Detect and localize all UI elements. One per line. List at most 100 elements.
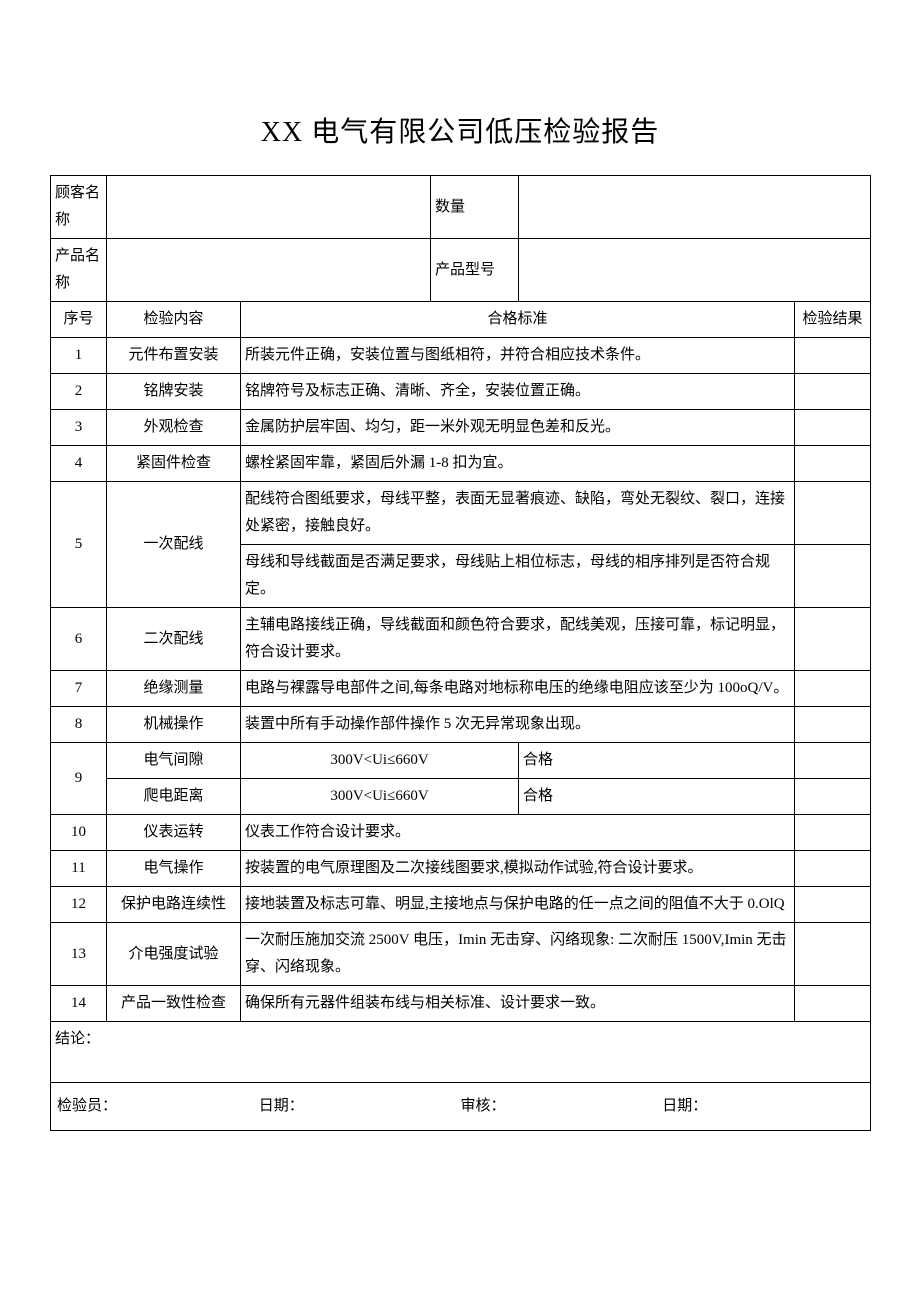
cell-item: 一次配线 <box>107 482 241 608</box>
cell-range: 300V<Ui≤660V <box>241 779 519 815</box>
header-row-product: 产品名称 产品型号 <box>51 239 871 302</box>
table-row: 5 一次配线 配线符合图纸要求，母线平整，表面无显著痕迹、缺陷，弯处无裂纹、裂口… <box>51 482 871 545</box>
cell-result[interactable] <box>795 986 871 1022</box>
cell-pass: 合格 <box>519 743 795 779</box>
cell-seq: 14 <box>51 986 107 1022</box>
table-row: 7 绝缘测量 电路与裸露导电部件之间,每条电路对地标称电压的绝缘电阻应该至少为 … <box>51 671 871 707</box>
cell-seq: 9 <box>51 743 107 815</box>
cell-seq: 12 <box>51 887 107 923</box>
cell-item: 机械操作 <box>107 707 241 743</box>
cell-item: 爬电距离 <box>107 779 241 815</box>
table-row: 4 紧固件检查 螺栓紧固牢靠，紧固后外漏 1-8 扣为宜。 <box>51 446 871 482</box>
cell-seq: 4 <box>51 446 107 482</box>
cell-result[interactable] <box>795 374 871 410</box>
cell-standard: 所装元件正确，安装位置与图纸相符，并符合相应技术条件。 <box>241 338 795 374</box>
cell-item: 铭牌安装 <box>107 374 241 410</box>
cell-standard: 一次耐压施加交流 2500V 电压，Imin 无击穿、闪络现象: 二次耐压 15… <box>241 923 795 986</box>
table-row: 14 产品一致性检查 确保所有元器件组装布线与相关标准、设计要求一致。 <box>51 986 871 1022</box>
table-row: 6 二次配线 主辅电路接线正确，导线截面和颜色符合要求，配线美观，压接可靠，标记… <box>51 608 871 671</box>
cell-item: 二次配线 <box>107 608 241 671</box>
table-row: 8 机械操作 装置中所有手动操作部件操作 5 次无异常现象出现。 <box>51 707 871 743</box>
cell-item: 紧固件检查 <box>107 446 241 482</box>
table-row: 3 外观检查 金属防护层牢固、均匀，距一米外观无明显色差和反光。 <box>51 410 871 446</box>
cell-standard: 接地装置及标志可靠、明显,主接地点与保护电路的任一点之间的阻值不大于 0.OlQ <box>241 887 795 923</box>
cell-result[interactable] <box>795 410 871 446</box>
col-result: 检验结果 <box>795 302 871 338</box>
cell-item: 绝缘测量 <box>107 671 241 707</box>
cell-standard: 确保所有元器件组装布线与相关标准、设计要求一致。 <box>241 986 795 1022</box>
cell-result[interactable] <box>795 887 871 923</box>
quantity-value[interactable] <box>519 176 871 239</box>
model-label: 产品型号 <box>431 239 519 302</box>
table-row: 爬电距离 300V<Ui≤660V 合格 <box>51 779 871 815</box>
cell-seq: 3 <box>51 410 107 446</box>
page: XX 电气有限公司低压检验报告 顾客名称 数量 产品名称 产品型号 序号 检验内… <box>0 0 920 1301</box>
col-item: 检验内容 <box>107 302 241 338</box>
cell-standard: 按装置的电气原理图及二次接线图要求,模拟动作试验,符合设计要求。 <box>241 851 795 887</box>
cell-item: 电气间隙 <box>107 743 241 779</box>
cell-item: 仪表运转 <box>107 815 241 851</box>
signature-cell: 检验员： 日期： 审核： 日期： <box>51 1083 871 1131</box>
cell-seq: 1 <box>51 338 107 374</box>
cell-seq: 6 <box>51 608 107 671</box>
customer-label: 顾客名称 <box>51 176 107 239</box>
report-table: 顾客名称 数量 产品名称 产品型号 序号 检验内容 合格标准 检验结果 1 元件… <box>50 175 871 1131</box>
cell-standard: 装置中所有手动操作部件操作 5 次无异常现象出现。 <box>241 707 795 743</box>
cell-result[interactable] <box>795 779 871 815</box>
cell-standard: 金属防护层牢固、均匀，距一米外观无明显色差和反光。 <box>241 410 795 446</box>
cell-result[interactable] <box>795 545 871 608</box>
customer-value[interactable] <box>107 176 431 239</box>
col-standard: 合格标准 <box>241 302 795 338</box>
reviewer-label[interactable]: 审核： <box>461 1093 663 1120</box>
cell-standard: 配线符合图纸要求，母线平整，表面无显著痕迹、缺陷，弯处无裂纹、裂口，连接处紧密，… <box>241 482 795 545</box>
date-label-2[interactable]: 日期： <box>662 1093 864 1120</box>
cell-seq: 13 <box>51 923 107 986</box>
cell-result[interactable] <box>795 671 871 707</box>
conclusion-cell[interactable]: 结论： <box>51 1022 871 1083</box>
cell-standard: 主辅电路接线正确，导线截面和颜色符合要求，配线美观，压接可靠，标记明显，符合设计… <box>241 608 795 671</box>
cell-standard: 母线和导线截面是否满足要求，母线贴上相位标志，母线的相序排列是否符合规定。 <box>241 545 795 608</box>
cell-result[interactable] <box>795 608 871 671</box>
cell-result[interactable] <box>795 851 871 887</box>
table-row: 11 电气操作 按装置的电气原理图及二次接线图要求,模拟动作试验,符合设计要求。 <box>51 851 871 887</box>
cell-item: 电气操作 <box>107 851 241 887</box>
cell-result[interactable] <box>795 923 871 986</box>
table-row: 10 仪表运转 仪表工作符合设计要求。 <box>51 815 871 851</box>
signature-row: 检验员： 日期： 审核： 日期： <box>51 1083 871 1131</box>
model-value[interactable] <box>519 239 871 302</box>
product-label: 产品名称 <box>51 239 107 302</box>
cell-item: 保护电路连续性 <box>107 887 241 923</box>
cell-item: 介电强度试验 <box>107 923 241 986</box>
report-title: XX 电气有限公司低压检验报告 <box>50 110 870 150</box>
cell-result[interactable] <box>795 707 871 743</box>
cell-seq: 2 <box>51 374 107 410</box>
cell-seq: 5 <box>51 482 107 608</box>
cell-result[interactable] <box>795 446 871 482</box>
cell-item: 外观检查 <box>107 410 241 446</box>
table-row: 12 保护电路连续性 接地装置及标志可靠、明显,主接地点与保护电路的任一点之间的… <box>51 887 871 923</box>
column-header-row: 序号 检验内容 合格标准 检验结果 <box>51 302 871 338</box>
date-label-1[interactable]: 日期： <box>259 1093 461 1120</box>
cell-item: 元件布置安装 <box>107 338 241 374</box>
cell-result[interactable] <box>795 815 871 851</box>
header-row-customer: 顾客名称 数量 <box>51 176 871 239</box>
table-row: 9 电气间隙 300V<Ui≤660V 合格 <box>51 743 871 779</box>
col-seq: 序号 <box>51 302 107 338</box>
cell-pass: 合格 <box>519 779 795 815</box>
cell-seq: 11 <box>51 851 107 887</box>
cell-standard: 铭牌符号及标志正确、清晰、齐全，安装位置正确。 <box>241 374 795 410</box>
cell-result[interactable] <box>795 743 871 779</box>
table-row: 2 铭牌安装 铭牌符号及标志正确、清晰、齐全，安装位置正确。 <box>51 374 871 410</box>
quantity-label: 数量 <box>431 176 519 239</box>
conclusion-row: 结论： <box>51 1022 871 1083</box>
table-row: 13 介电强度试验 一次耐压施加交流 2500V 电压，Imin 无击穿、闪络现… <box>51 923 871 986</box>
cell-seq: 8 <box>51 707 107 743</box>
cell-result[interactable] <box>795 482 871 545</box>
cell-item: 产品一致性检查 <box>107 986 241 1022</box>
signature-line: 检验员： 日期： 审核： 日期： <box>55 1087 866 1126</box>
cell-result[interactable] <box>795 338 871 374</box>
table-row: 1 元件布置安装 所装元件正确，安装位置与图纸相符，并符合相应技术条件。 <box>51 338 871 374</box>
inspector-label[interactable]: 检验员： <box>57 1093 259 1120</box>
product-value[interactable] <box>107 239 431 302</box>
conclusion-label: 结论： <box>55 1031 100 1047</box>
